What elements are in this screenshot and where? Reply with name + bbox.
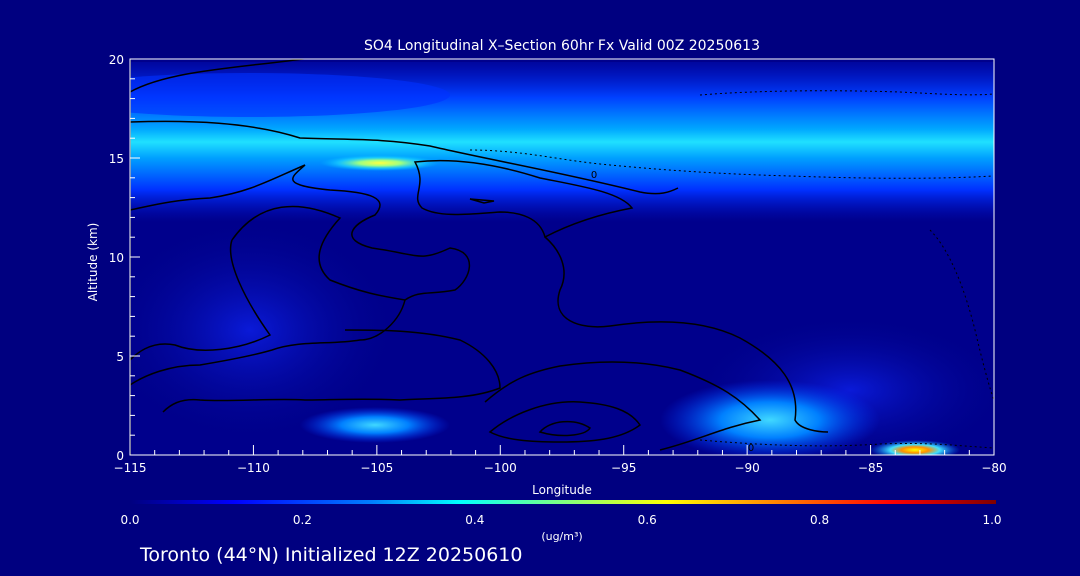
y-tick-label: 15 [109,152,124,166]
x-axis-label: Longitude [532,483,592,497]
colorbar-tick-label: 0.8 [810,513,829,527]
contour-surface-outer [484,361,762,451]
x-tick-label: −100 [484,461,517,475]
contour-band-upper [130,120,679,195]
contour-upper-ridge [130,59,309,93]
contour-loop-central [413,159,634,239]
x-tick-label: −80 [981,461,1006,475]
contour-surface-mid [488,401,642,443]
field-surface-plume-west [300,407,450,443]
colorbar-tick-label: 0.4 [465,513,484,527]
dashed-contour-upper-right [699,90,994,96]
y-tick-label: 5 [116,350,124,364]
dashed-contour-right-edge [929,229,994,401]
x-tick-label: −90 [734,461,759,475]
x-tick-label: −85 [858,461,883,475]
colorbar-tick-label: 0.2 [293,513,312,527]
field-band-maximum [320,155,440,171]
y-tick-label: 20 [109,53,124,67]
contour-band-lower [130,164,471,301]
x-tick-label: −95 [611,461,636,475]
y-axis-label: Altitude (km) [86,223,100,302]
colorbar-unit: (ug/m³) [541,530,582,543]
colorbar-tick-label: 0.6 [638,513,657,527]
field-surface-plume-central [660,380,880,455]
contour-label: 0 [748,443,754,454]
contour-western-cell [130,205,406,386]
y-tick-label: 0 [116,449,124,463]
colorbar-tick-label: 0.0 [120,513,139,527]
chart-title: SO4 Longitudinal X–Section 60hr Fx Valid… [364,38,760,54]
contour-labels: 0 0 [591,170,754,454]
field-surface-maximum [870,440,960,455]
colorbar-ticks: 0.0 0.2 0.4 0.6 0.8 1.0 [120,513,1001,527]
concentration-field [130,59,994,455]
contour-loop-small [469,198,495,204]
contour-surface-inner [538,420,592,437]
x-tick-label: −105 [360,461,393,475]
contour-western-inner [130,239,272,361]
x-axis: −115 −110 −105 −100 −95 −90 −85 −80 [114,445,1007,475]
dashed-contours [469,90,994,449]
colorbar-tick-label: 1.0 [982,513,1001,527]
contour-label: 0 [591,170,597,181]
y-axis: 0 5 10 15 20 [109,53,140,463]
contour-lower-cell [162,329,501,413]
x-tick-label: −110 [237,461,270,475]
contour-east-descent [544,236,829,433]
colorbar-bar [130,500,996,504]
y-tick-label: 10 [109,251,124,265]
x-tick-label: −115 [114,461,147,475]
field-upper-plume [130,73,450,117]
footer-caption: Toronto (44°N) Initialized 12Z 20250610 [139,544,523,566]
colorbar: 0.0 0.2 0.4 0.6 0.8 1.0 [120,500,1002,527]
contour-lines [130,59,829,455]
field-low-mid-region [130,210,410,450]
